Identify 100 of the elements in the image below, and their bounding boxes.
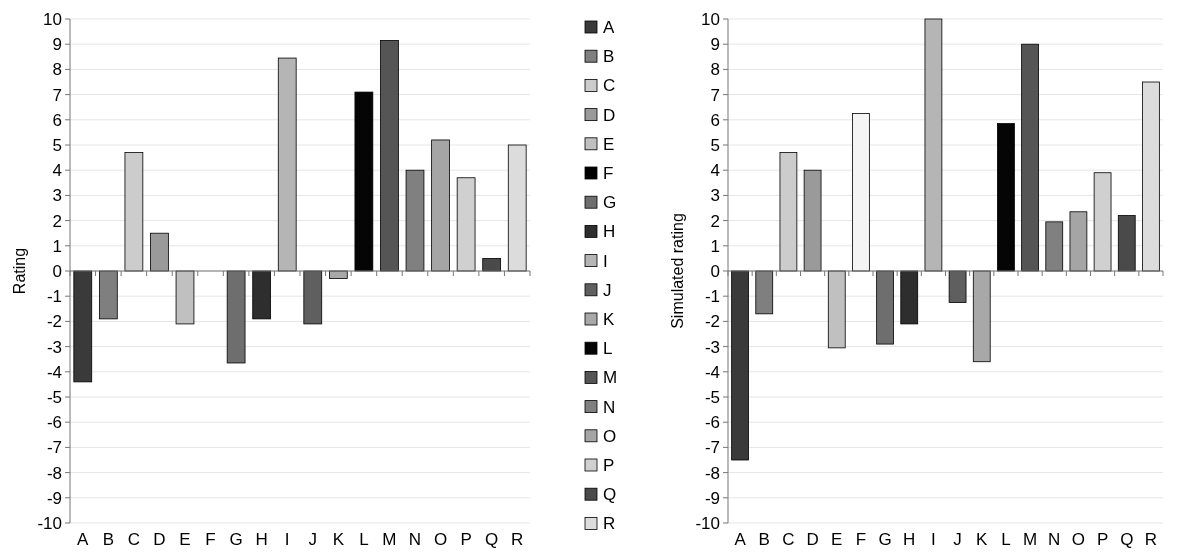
y-tick-label: -9 xyxy=(46,488,62,508)
x-tick-label: Q xyxy=(1120,530,1134,549)
x-tick-label: Q xyxy=(485,530,499,549)
x-tick-label: I xyxy=(931,530,936,549)
y-tick-label: 1 xyxy=(710,236,720,256)
y-tick-label: 3 xyxy=(52,186,62,206)
y-tick-label: -6 xyxy=(704,413,720,433)
y-axis-title: Simulated rating xyxy=(669,213,686,329)
y-tick-label: -9 xyxy=(704,488,720,508)
y-tick-label: 3 xyxy=(710,186,720,206)
y-tick-label: 8 xyxy=(52,60,62,80)
x-tick-label: L xyxy=(1001,530,1011,549)
bar xyxy=(852,113,870,272)
y-tick-label: -7 xyxy=(46,438,62,458)
y-tick-label: 1 xyxy=(52,236,62,256)
y-tick-label: -5 xyxy=(704,387,720,407)
y-tick-label: -8 xyxy=(46,463,62,483)
x-tick-label: F xyxy=(855,530,867,549)
bar xyxy=(779,152,798,272)
legend-label: H xyxy=(603,222,616,242)
x-tick-label: C xyxy=(782,530,795,549)
legend-label: L xyxy=(603,339,613,359)
bar xyxy=(997,123,1015,272)
legend-label: C xyxy=(603,76,616,96)
y-tick-label: -8 xyxy=(704,463,720,483)
legend-label: Q xyxy=(603,485,617,505)
x-tick-label: J xyxy=(953,530,962,549)
y-tick-label: 6 xyxy=(710,110,720,130)
y-tick-label: 2 xyxy=(52,211,62,231)
legend-label: N xyxy=(603,397,616,417)
x-tick-label: H xyxy=(903,530,916,549)
bar xyxy=(924,18,943,272)
x-tick-label: O xyxy=(1071,530,1086,549)
y-tick-label: 4 xyxy=(52,161,62,181)
y-tick-label: 9 xyxy=(52,35,62,55)
y-tick-label: -2 xyxy=(46,312,62,332)
x-tick-label: P xyxy=(460,530,472,549)
y-tick-label: 0 xyxy=(52,261,62,281)
bar xyxy=(972,270,991,363)
x-tick-label: R xyxy=(511,530,524,549)
legend-label: I xyxy=(603,251,608,271)
bar xyxy=(1093,172,1112,272)
x-tick-label: K xyxy=(976,530,989,549)
y-tick-label: 4 xyxy=(710,161,720,181)
x-tick-label: C xyxy=(127,530,141,549)
legend-label: B xyxy=(603,47,615,67)
y-tick-label: 10 xyxy=(701,9,720,29)
y-tick-label: -6 xyxy=(46,413,62,433)
legend-label: J xyxy=(603,280,612,300)
legend-label: A xyxy=(603,17,615,37)
x-tick-label: J xyxy=(308,530,318,549)
x-tick-label: N xyxy=(1048,530,1061,549)
x-tick-label: E xyxy=(179,530,191,549)
y-tick-label: -3 xyxy=(46,337,62,357)
x-tick-label: H xyxy=(255,530,268,549)
x-tick-label: E xyxy=(831,530,843,549)
y-tick-label: -1 xyxy=(46,287,62,307)
legend-label: O xyxy=(603,426,617,446)
bar xyxy=(900,270,919,325)
legend-label: F xyxy=(603,163,614,183)
x-tick-label: K xyxy=(332,530,345,549)
y-tick-label: -10 xyxy=(37,513,62,533)
legend-label: P xyxy=(603,455,615,475)
y-tick-label: 10 xyxy=(43,9,62,29)
x-tick-label: L xyxy=(359,530,369,549)
y-tick-label: 7 xyxy=(710,85,720,105)
x-tick-label: A xyxy=(734,530,747,549)
x-tick-label: G xyxy=(229,530,243,549)
y-tick-label: -2 xyxy=(704,312,720,332)
x-tick-label: P xyxy=(1096,530,1109,549)
x-tick-label: R xyxy=(1144,530,1158,549)
legend-label: R xyxy=(603,514,616,534)
y-tick-label: -7 xyxy=(704,438,720,458)
x-tick-label: G xyxy=(878,530,892,549)
y-tick-label: -1 xyxy=(704,287,720,307)
x-tick-label: M xyxy=(382,530,397,549)
legend-label: K xyxy=(603,309,615,329)
bar xyxy=(948,270,967,303)
x-tick-label: B xyxy=(102,530,115,549)
y-tick-label: 6 xyxy=(52,110,62,130)
y-tick-label: -4 xyxy=(704,362,720,382)
bar xyxy=(803,169,822,272)
y-tick-label: -10 xyxy=(695,513,720,533)
bar xyxy=(731,270,749,461)
y-tick-label: 8 xyxy=(710,60,720,80)
y-tick-label: -3 xyxy=(704,337,720,357)
bar xyxy=(1021,43,1039,272)
x-tick-label: F xyxy=(205,530,216,549)
x-tick-label: I xyxy=(284,530,290,549)
legend-label: M xyxy=(603,368,618,388)
x-tick-label: D xyxy=(153,530,166,549)
bar xyxy=(827,270,846,349)
bar xyxy=(1069,211,1088,272)
x-tick-label: D xyxy=(806,530,819,549)
x-tick-label: A xyxy=(77,530,90,549)
x-tick-label: M xyxy=(1023,530,1038,549)
x-tick-label: O xyxy=(433,530,448,549)
y-tick-label: 2 xyxy=(710,211,720,231)
y-tick-label: 5 xyxy=(710,135,720,155)
y-tick-label: 7 xyxy=(52,85,62,105)
